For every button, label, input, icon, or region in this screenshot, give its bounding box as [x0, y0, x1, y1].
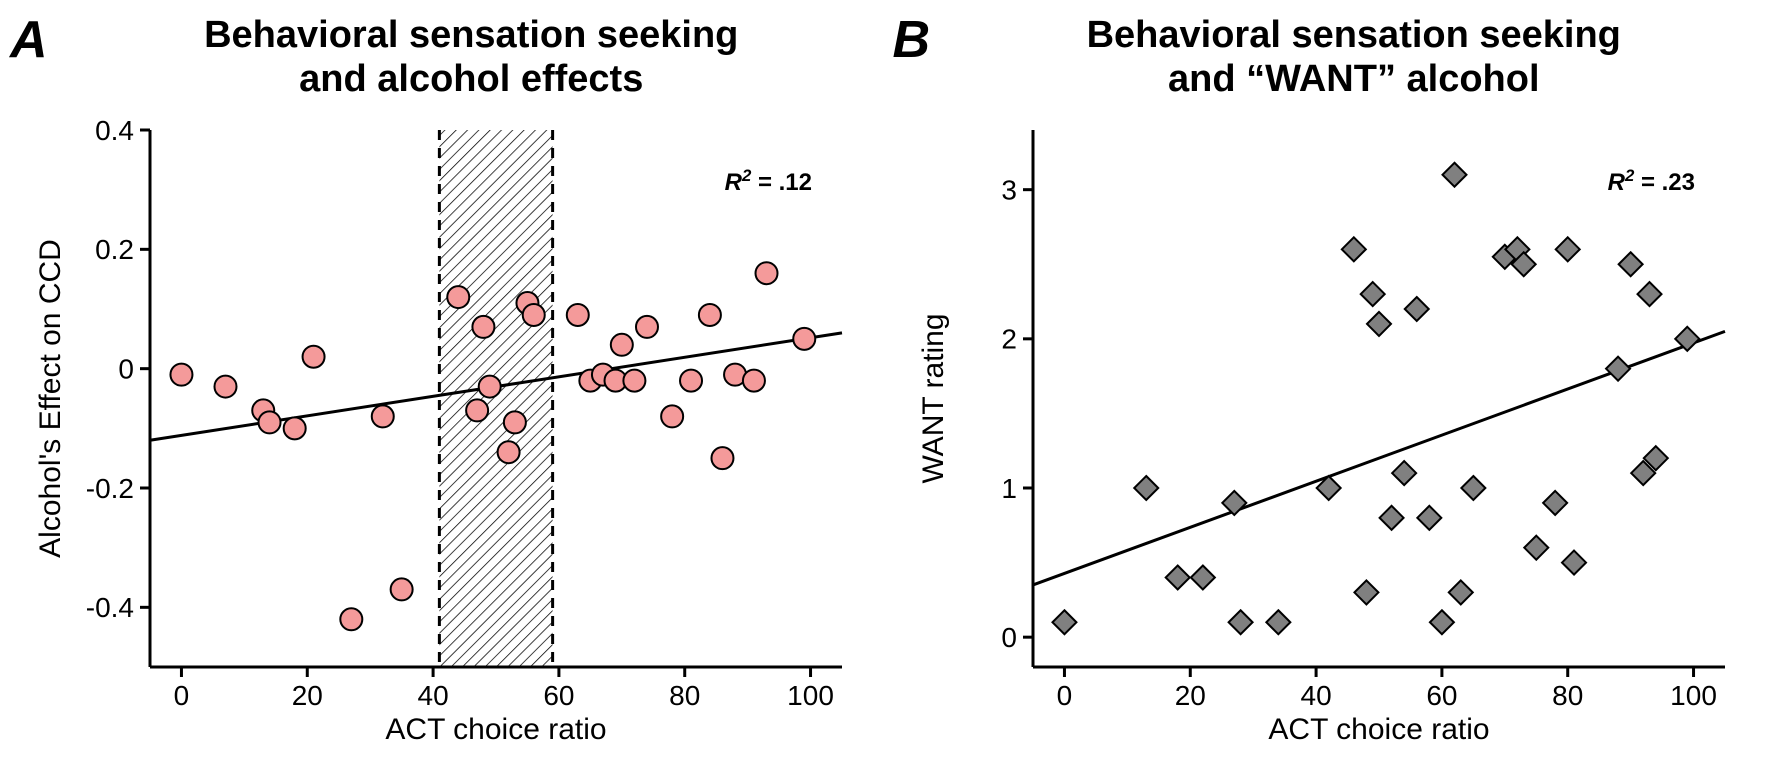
svg-text:80: 80: [1552, 680, 1583, 711]
svg-text:60: 60: [543, 680, 574, 711]
svg-text:0: 0: [174, 680, 190, 711]
panel-a-chart: 0 20 40 60 80 100 -0.4 -0.2 0 0.2 0.4 ACT choice ra…: [10, 10, 872, 757]
svg-text:Alcohol's Effect on CCD: Alcohol's Effect on CCD: [34, 239, 67, 558]
svg-text:-0.2: -0.2: [86, 473, 134, 504]
svg-text:R2 = .12: R2 = .12: [725, 166, 812, 197]
svg-text:0: 0: [118, 353, 134, 384]
panel-b-chart: 0 20 40 60 80 100 0 1 2 3 ACT choice ratio WANT rat…: [893, 10, 1755, 757]
figure: A Behavioral sensation seeking and alcoh…: [10, 10, 1755, 757]
svg-text:20: 20: [292, 680, 323, 711]
svg-text:WANT rating: WANT rating: [917, 313, 950, 483]
svg-text:100: 100: [1670, 680, 1717, 711]
svg-text:100: 100: [787, 680, 834, 711]
svg-text:0: 0: [1056, 680, 1072, 711]
svg-text:0.2: 0.2: [95, 234, 134, 265]
svg-text:ACT choice ratio: ACT choice ratio: [1268, 713, 1489, 746]
svg-text:20: 20: [1174, 680, 1205, 711]
svg-text:2: 2: [1001, 324, 1017, 355]
svg-text:80: 80: [669, 680, 700, 711]
svg-text:0: 0: [1001, 622, 1017, 653]
svg-text:ACT choice ratio: ACT choice ratio: [385, 713, 606, 746]
svg-text:1: 1: [1001, 473, 1017, 504]
svg-text:-0.4: -0.4: [86, 592, 134, 623]
svg-text:60: 60: [1426, 680, 1457, 711]
svg-text:0.4: 0.4: [95, 115, 134, 146]
svg-text:3: 3: [1001, 174, 1017, 205]
svg-text:40: 40: [418, 680, 449, 711]
svg-text:R2 = .23: R2 = .23: [1607, 166, 1694, 197]
svg-text:40: 40: [1300, 680, 1331, 711]
panel-a: A Behavioral sensation seeking and alcoh…: [10, 10, 873, 757]
panel-b: B Behavioral sensation seeking and “WANT…: [893, 10, 1756, 757]
